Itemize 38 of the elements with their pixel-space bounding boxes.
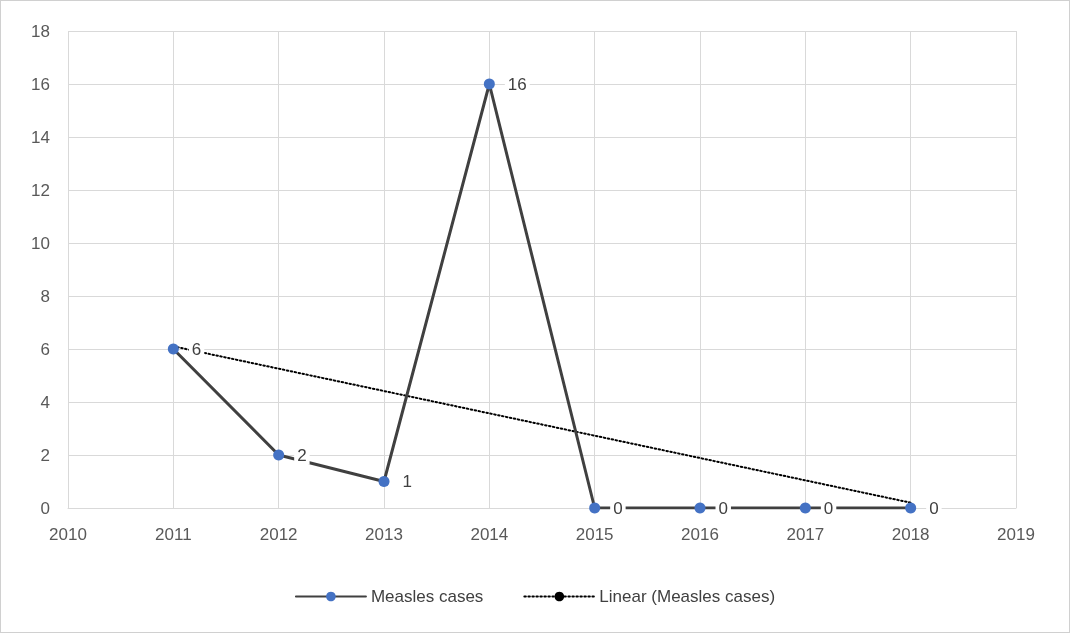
x-tick-label: 2018 <box>891 525 930 544</box>
point <box>378 476 390 487</box>
point <box>905 502 917 514</box>
point <box>799 502 811 514</box>
x-tick-label: 2013 <box>365 525 403 544</box>
data-label: 0 <box>613 498 623 518</box>
y-tick-label: 12 <box>31 180 50 200</box>
x-tick-label: 2010 <box>49 525 87 544</box>
data-label: 16 <box>507 74 527 94</box>
point <box>694 502 706 514</box>
point <box>273 449 285 461</box>
y-tick-label: 16 <box>31 74 50 94</box>
y-tick-label: 8 <box>40 286 50 306</box>
data-label: 0 <box>823 498 834 518</box>
x-tick-label: 2011 <box>155 525 192 544</box>
data-label: 1 <box>402 472 412 491</box>
point <box>483 78 495 90</box>
x-tick-label: 2017 <box>786 525 825 544</box>
data-label: 0 <box>718 498 728 518</box>
legend-label: Linear (Measles cases) <box>599 587 776 606</box>
y-tick-label: 10 <box>31 233 50 253</box>
x-tick-label: 2019 <box>997 525 1035 544</box>
legend-label: Measles cases <box>370 587 484 606</box>
x-tick-label: 2014 <box>470 525 509 544</box>
point <box>589 502 601 514</box>
x-tick-label: 2016 <box>681 525 719 544</box>
x-tick-label: 2012 <box>259 525 298 544</box>
y-tick-label: 4 <box>40 392 50 412</box>
y-tick-label: 0 <box>40 498 50 518</box>
y-tick-label: 14 <box>31 127 50 147</box>
x-tick-label: 2015 <box>575 525 614 544</box>
point <box>167 343 179 355</box>
y-tick-label: 18 <box>31 21 50 41</box>
data-label: 6 <box>191 339 202 359</box>
y-tick-label: 2 <box>40 445 50 465</box>
data-label: 2 <box>297 445 307 465</box>
y-tick-label: 6 <box>40 339 50 359</box>
data-label: 0 <box>929 498 939 518</box>
